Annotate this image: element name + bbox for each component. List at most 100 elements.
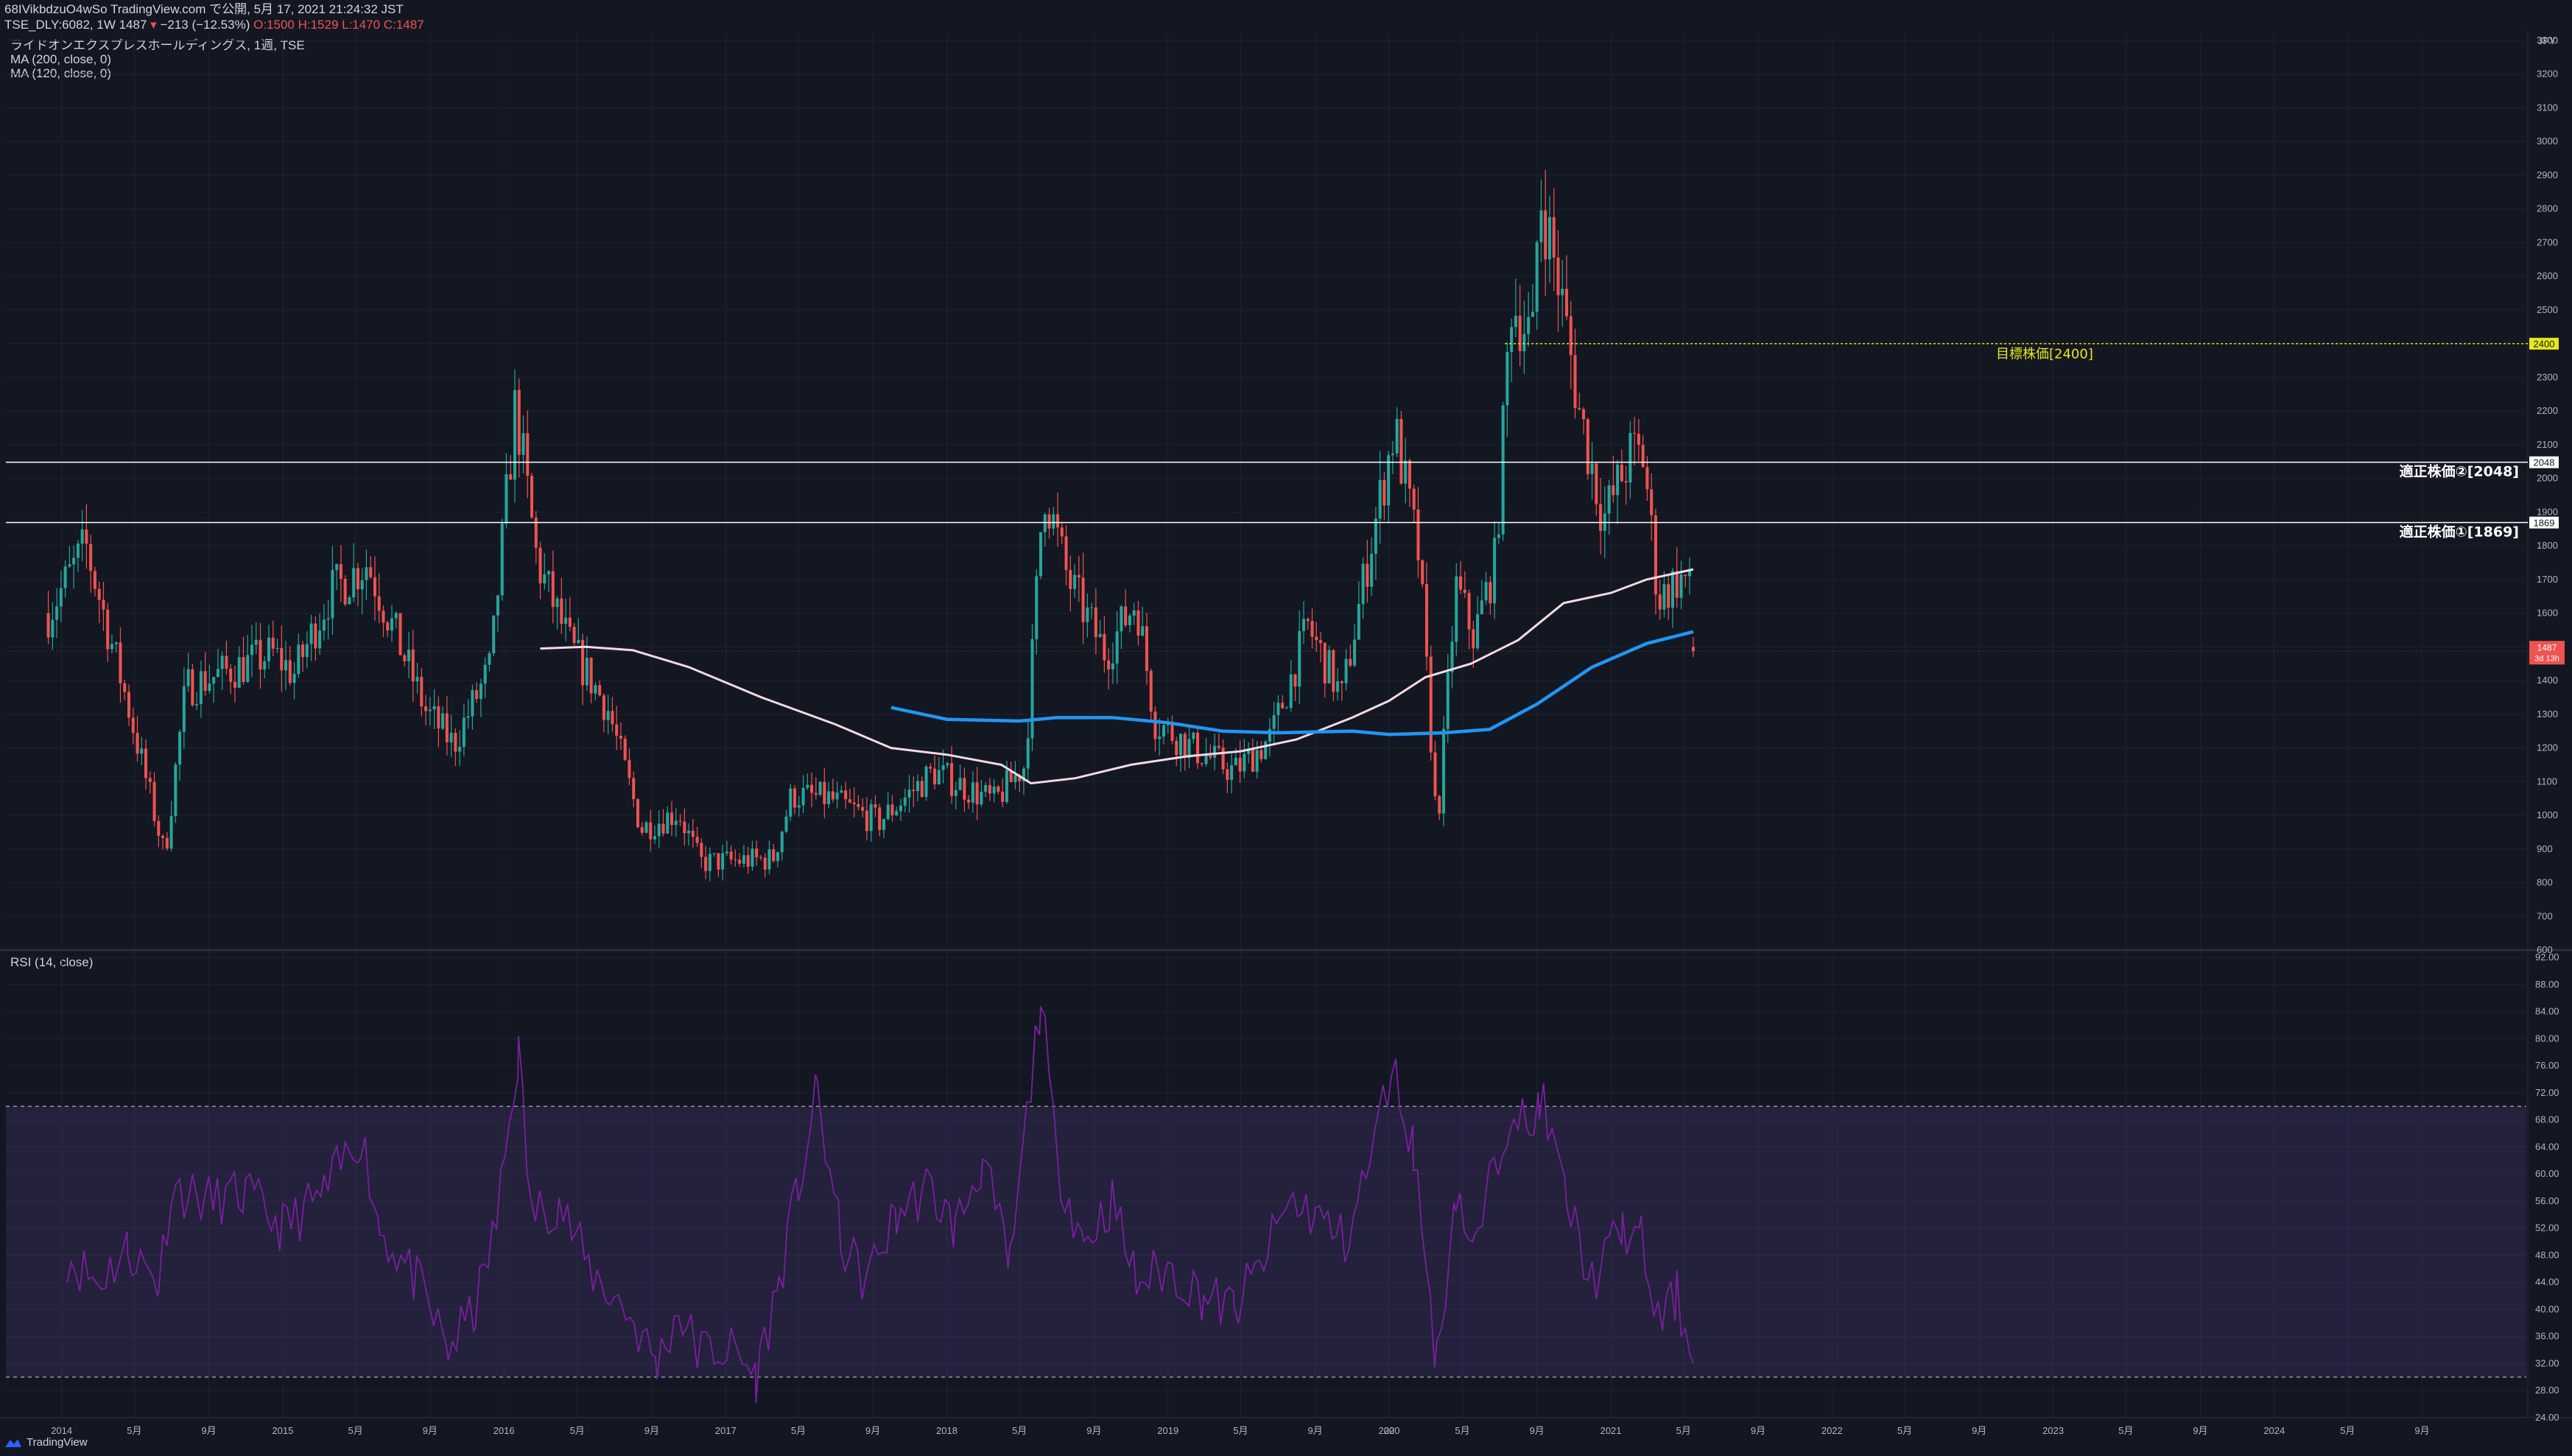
candle-body <box>1361 563 1365 605</box>
candle <box>1459 560 1463 594</box>
candle <box>1654 508 1657 615</box>
publish-info: 68IVikbdzuO4wSo TradingView.com で公開, 5月 … <box>4 2 404 16</box>
candle <box>598 680 602 697</box>
candle-body <box>488 653 491 665</box>
time-tick-label: 5月 <box>2118 1425 2133 1436</box>
candle-body <box>1684 574 1687 577</box>
candle <box>348 595 351 605</box>
candle <box>76 540 80 572</box>
candle <box>840 785 843 793</box>
candle <box>649 809 653 852</box>
legend-ma200[interactable]: MA (200, close, 0) <box>10 52 112 66</box>
candle-body <box>751 848 754 867</box>
rsi-legend[interactable]: RSI (14, close) <box>10 955 94 969</box>
candle-body <box>339 564 342 579</box>
price-tick-label: 2900 <box>2537 169 2558 180</box>
candle <box>1493 521 1497 619</box>
candle-body <box>963 778 966 800</box>
candle-body <box>1489 582 1492 604</box>
candle <box>1178 733 1183 773</box>
candle-body <box>1103 633 1106 661</box>
candle-body <box>818 781 822 795</box>
candle-body <box>1691 647 1695 652</box>
candle <box>789 784 793 822</box>
candle-body <box>1633 432 1637 434</box>
candle-body <box>1595 463 1598 504</box>
candle-body <box>729 851 733 859</box>
tradingview-logo-icon <box>5 1438 21 1447</box>
candle <box>462 703 465 757</box>
candle-body <box>225 655 228 669</box>
candle-body <box>865 810 868 831</box>
candle-body <box>1446 672 1450 729</box>
candle-body <box>356 568 359 590</box>
rsi-tick-label: 76.00 <box>2535 1060 2559 1071</box>
candle-body <box>462 717 465 748</box>
candle <box>326 599 330 640</box>
candle <box>678 814 682 826</box>
candle <box>1399 411 1403 485</box>
candle-body <box>1370 553 1374 587</box>
candle <box>742 845 745 868</box>
candle-body <box>1276 703 1280 715</box>
candle-body <box>403 655 407 661</box>
candle-body <box>127 692 131 718</box>
candle <box>1395 407 1399 457</box>
candle-body <box>577 639 580 644</box>
candle-body <box>1259 750 1263 759</box>
candle <box>110 634 113 654</box>
candle <box>721 845 725 881</box>
candle-body <box>1332 650 1335 692</box>
candle <box>611 697 614 732</box>
candle <box>1285 706 1288 709</box>
candle-body <box>1514 315 1517 328</box>
candle-body <box>1187 739 1191 759</box>
candle-body <box>538 547 542 584</box>
candle <box>458 730 462 767</box>
candle <box>1086 593 1089 638</box>
candle-body <box>958 778 962 790</box>
candle-body <box>1424 584 1429 657</box>
candle <box>199 660 203 718</box>
time-tick-label: 5月 <box>570 1425 585 1436</box>
candle-body <box>1293 674 1297 687</box>
candle <box>1124 589 1128 627</box>
candle-body <box>203 671 207 692</box>
candle-body <box>980 791 983 805</box>
candle-body <box>1399 418 1403 484</box>
candle <box>1518 284 1522 367</box>
candle-body <box>1480 600 1483 615</box>
candle-body <box>640 827 644 833</box>
candle <box>687 823 691 846</box>
price-tick-label: 2600 <box>2537 270 2558 281</box>
candle <box>1412 485 1416 523</box>
candle <box>1039 532 1043 580</box>
candle-body <box>1408 460 1411 489</box>
time-tick-label: 2016 <box>493 1425 515 1436</box>
candle-body <box>161 835 165 838</box>
candle <box>827 782 831 809</box>
candle-body <box>140 748 144 754</box>
rsi-tick-label: 32.00 <box>2535 1357 2559 1368</box>
legend-title[interactable]: ライドオンエクスプレスホールディングス, 1週, TSE <box>10 38 305 52</box>
candle <box>657 810 661 848</box>
candle-body <box>394 613 398 619</box>
candle <box>318 613 322 655</box>
candle-body <box>555 598 559 608</box>
brand-label: TradingView <box>27 1436 88 1449</box>
candle <box>899 798 902 821</box>
candle <box>1480 580 1483 615</box>
candle-body <box>1022 768 1025 781</box>
candle <box>543 553 547 590</box>
rsi-tick-label: 80.00 <box>2535 1033 2559 1044</box>
candle <box>1327 645 1331 684</box>
candle <box>449 714 453 757</box>
candle-body <box>1599 504 1603 531</box>
candle <box>980 780 983 807</box>
candle <box>997 784 1000 795</box>
legend-ma120[interactable]: MA (120, close, 0) <box>10 66 112 80</box>
candle-body <box>1493 538 1497 604</box>
candle <box>365 549 368 600</box>
candle <box>1047 507 1051 539</box>
